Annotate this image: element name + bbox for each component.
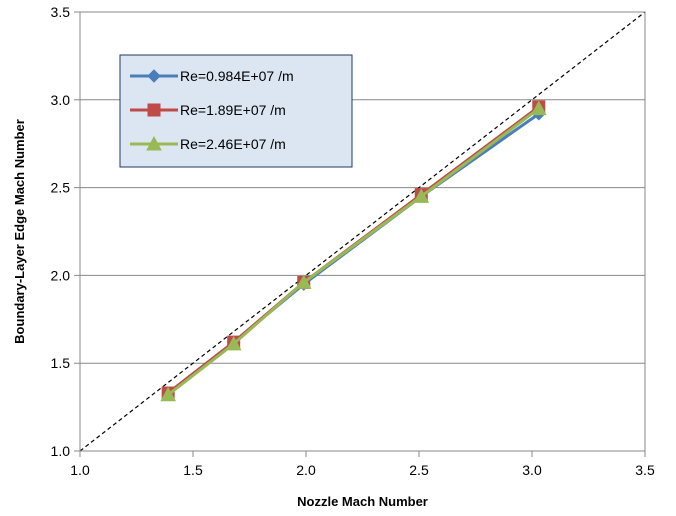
legend-swatch-marker-2 — [146, 135, 162, 151]
series-layer — [160, 100, 547, 402]
series-2-point-2 — [295, 274, 312, 289]
x-tick-label-4: 3.0 — [522, 462, 542, 478]
y-tick-label-4: 3.0 — [51, 92, 71, 108]
series-2-point-1 — [225, 335, 242, 351]
y-axis-title: Boundary-Layer Edge Mach Number — [12, 119, 27, 344]
x-tick-label-3: 2.5 — [409, 462, 429, 478]
legend-swatch-marker-0 — [147, 69, 161, 83]
x-axis-title: Nozzle Mach Number — [297, 494, 428, 509]
legend: Re=0.984E+07 /m Re=1.89E+07 /m Re=2.46E+07… — [119, 54, 353, 168]
legend-label-1: Re=1.89E+07 /m — [180, 102, 286, 118]
y-tick-label-3: 2.5 — [51, 180, 71, 196]
y-tick-label-0: 1.0 — [51, 443, 71, 459]
legend-label-2: Re=2.46E+07 /m — [180, 136, 286, 152]
y-tick-label-5: 3.5 — [51, 4, 71, 20]
legend-swatch-marker-1 — [147, 103, 161, 117]
reference-line — [79, 11, 646, 452]
y-tick-label-2: 2.0 — [51, 267, 71, 283]
series-2-point-4 — [530, 100, 547, 116]
plot-frame — [79, 11, 646, 452]
reference-line-layer — [79, 11, 646, 452]
x-tick-label-2: 2.0 — [296, 462, 316, 478]
series-2-point-0 — [160, 386, 176, 402]
x-tick-label-1: 1.5 — [183, 462, 203, 478]
legend-label-0: Re=0.984E+07 /m — [180, 68, 294, 84]
x-tick-label-5: 3.5 — [635, 462, 655, 478]
x-tick-label-0: 1.0 — [70, 462, 90, 478]
series-2-point-3 — [413, 188, 430, 203]
axes: 1.0 1.5 2.0 2.5 3.0 3.5 1.0 1.5 2.0 2.5 3.0 3.5 — [51, 4, 655, 478]
y-tick-label-1: 1.5 — [51, 355, 71, 371]
